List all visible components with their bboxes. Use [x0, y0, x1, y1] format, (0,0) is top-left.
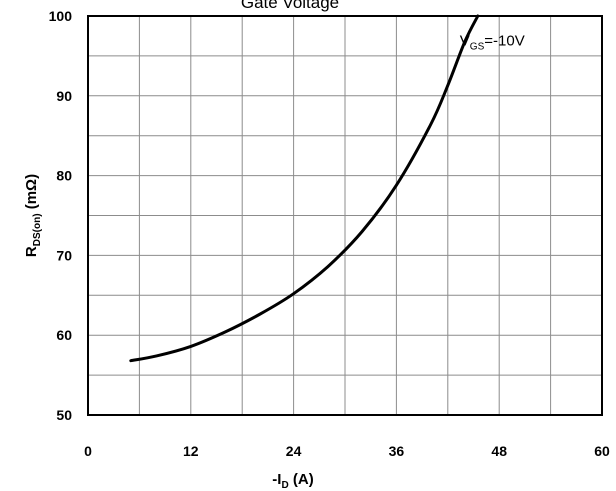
y-tick-label: 70: [56, 247, 72, 263]
y-axis-title-unit: (mΩ): [23, 174, 40, 214]
tick-labels: 0 12 24 36 48 60 50 60 70 80 90 100: [49, 8, 610, 459]
series-label-main: V: [460, 33, 470, 50]
x-tick-label: 12: [183, 443, 199, 459]
x-axis-title-unit: (A): [289, 471, 314, 488]
series-label-vgs: VGS=-10V: [460, 33, 525, 53]
series-line-vgs: [129, 14, 480, 363]
x-axis-title: -ID (A): [272, 471, 313, 491]
chart-title: Gate Voltage: [241, 0, 339, 12]
series-label-subscript: GS: [470, 42, 485, 53]
series-layer: [129, 14, 480, 363]
y-tick-label: 90: [56, 88, 72, 104]
y-tick-label: 100: [49, 8, 73, 24]
y-tick-label: 80: [56, 168, 72, 184]
x-tick-label: 60: [594, 443, 610, 459]
y-axis-title: RDS(on) (mΩ): [23, 174, 43, 257]
x-tick-label: 0: [84, 443, 92, 459]
y-tick-label: 60: [56, 327, 72, 343]
y-axis-title-subscript: DS(on): [32, 213, 43, 246]
plot-area-frame: [87, 15, 603, 416]
y-axis-title-main: R: [23, 246, 40, 257]
x-axis-title-main: -I: [272, 471, 281, 488]
y-tick-label: 50: [56, 407, 72, 423]
series-label-value: =-10V: [484, 33, 524, 50]
x-tick-label: 36: [389, 443, 405, 459]
grid: [88, 16, 602, 415]
x-tick-label: 24: [286, 443, 302, 459]
x-axis-title-subscript: D: [281, 480, 288, 491]
x-tick-label: 48: [491, 443, 507, 459]
